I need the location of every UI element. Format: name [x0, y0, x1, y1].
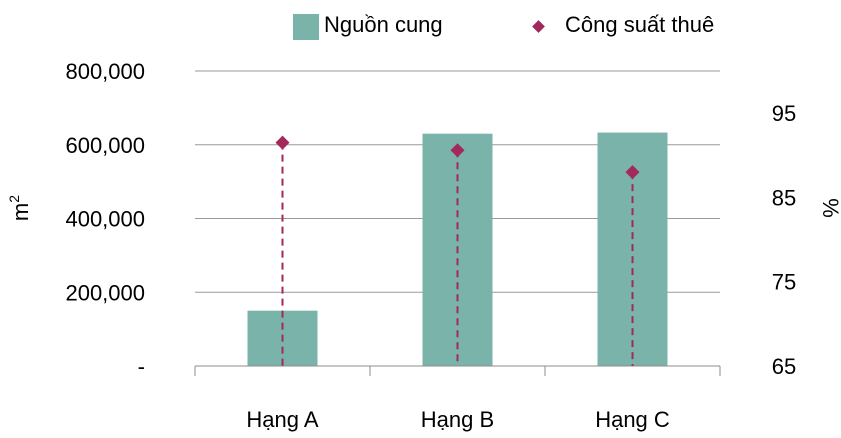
right-tick-label: 65: [772, 354, 796, 379]
data-point: [625, 165, 640, 180]
left-tick-label: 800,000: [65, 59, 145, 84]
legend-swatch-bar: [293, 14, 319, 40]
category-labels: Hạng A Hạng B Hạng C: [246, 407, 669, 432]
left-tick-label: 600,000: [65, 133, 145, 158]
point-series: [275, 135, 640, 366]
left-tick-label: 200,000: [65, 280, 145, 305]
category-label: Hạng A: [246, 407, 318, 432]
category-label: Hạng B: [421, 407, 494, 432]
legend-label-point: Công suất thuê: [565, 12, 714, 37]
right-tick-label: 95: [772, 101, 796, 126]
left-tick-label: 400,000: [65, 207, 145, 232]
data-point: [450, 143, 465, 158]
left-tick-label: -: [138, 354, 145, 379]
data-point: [275, 135, 290, 150]
right-tick-label: 85: [772, 185, 796, 210]
category-label: Hạng C: [595, 407, 670, 432]
left-axis-ticks: - 200,000 400,000 600,000 800,000: [65, 59, 145, 379]
right-tick-label: 75: [772, 270, 796, 295]
right-axis-label: %: [818, 198, 841, 218]
right-axis-ticks: 65 75 85 95: [772, 101, 796, 379]
left-axis-label: m2: [6, 195, 33, 221]
legend-swatch-point: [532, 20, 545, 33]
legend-label-bar: Nguồn cung: [324, 12, 443, 37]
x-axis: [194, 365, 721, 376]
legend: Nguồn cung Công suất thuê: [293, 12, 714, 40]
